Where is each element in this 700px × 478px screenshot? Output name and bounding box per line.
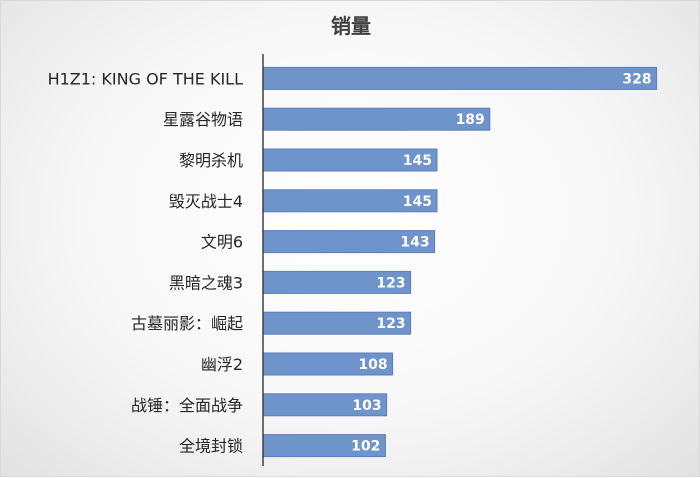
bar-value-label: 143 (400, 235, 429, 251)
bar-value-label: 145 (403, 153, 432, 169)
bar-value-label: 123 (376, 275, 405, 291)
bar (262, 66, 658, 90)
category-tick-label: 黑暗之魂3 (169, 273, 243, 292)
category-tick-label: 毁灭战士4 (169, 192, 243, 211)
category-tick-label: 黎明杀机 (179, 151, 243, 170)
category-tick-label: 全境封锁 (179, 437, 243, 456)
category-tick-label: H1Z1: KING OF THE KILL (48, 69, 244, 88)
bar-value-label: 108 (358, 357, 387, 373)
category-tick-label: 星露谷物语 (163, 110, 243, 129)
chart-title: 销量 (331, 14, 371, 38)
category-tick-label: 古墓丽影：崛起 (131, 314, 243, 333)
bar-value-label: 328 (622, 71, 651, 87)
category-tick-label: 幽浮2 (201, 355, 243, 374)
category-tick-label: 战锤：全面战争 (131, 396, 243, 415)
bar-value-label: 102 (351, 439, 380, 455)
bar-value-label: 103 (352, 398, 381, 414)
bar-value-label: 189 (456, 112, 485, 128)
bar-value-label: 123 (376, 316, 405, 332)
bar-value-label: 145 (403, 194, 432, 210)
category-tick-label: 文明6 (201, 233, 243, 252)
bars-group: 328 189 145 145 143 123 123 108 103 102 (262, 66, 658, 458)
